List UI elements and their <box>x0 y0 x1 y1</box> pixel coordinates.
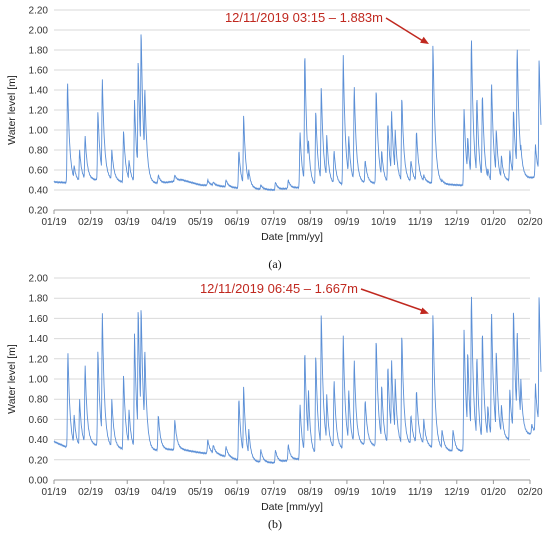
chart-a-x-tick-label: 03/19 <box>115 217 140 228</box>
chart-a-x-tick-label: 04/19 <box>151 217 176 228</box>
chart-a-y-tick-label: 2.00 <box>29 26 49 37</box>
chart-a-y-tick-label: 1.00 <box>29 126 49 137</box>
chart-b-annotation-arrowhead <box>419 307 429 315</box>
chart-a-x-tick-label: 02/20 <box>517 217 542 228</box>
chart-b-x-tick-label: 01/20 <box>481 487 506 498</box>
chart-a-water-level-series <box>53 34 542 192</box>
chart-b-annotation-arrow <box>360 288 424 312</box>
chart-a-y-tick-label: 0.40 <box>29 186 49 197</box>
chart-a-x-tick-label: 10/19 <box>371 217 396 228</box>
chart-a-y-tick-label: 1.60 <box>29 66 49 77</box>
chart-a-x-tick-label: 08/19 <box>298 217 323 228</box>
chart-b-y-tick-label: 0.40 <box>29 435 49 446</box>
chart-b-y-tick-label: 0.00 <box>29 476 49 487</box>
chart-b-y-tick-label: 0.80 <box>29 395 49 406</box>
chart-b-x-tick-label: 12/19 <box>444 487 469 498</box>
chart-a-x-tick-label: 01/19 <box>41 217 66 228</box>
chart-a-y-tick-label: 1.40 <box>29 86 49 97</box>
chart-a-annotation-label: 12/11/2019 03:15 – 1.883m <box>225 10 383 25</box>
chart-b-x-tick-label: 06/19 <box>225 487 250 498</box>
chart-a-annotation-arrowhead <box>420 36 429 44</box>
chart-a-x-tick-label: 01/20 <box>481 217 506 228</box>
caption-a: (a) <box>268 257 282 271</box>
chart-b-y-tick-label: 1.60 <box>29 314 49 325</box>
chart-a-y-tick-label: 1.80 <box>29 46 49 57</box>
chart-b-y-tick-label: 1.20 <box>29 354 49 365</box>
chart-b-x-tick-label: 03/19 <box>115 487 140 498</box>
chart-b-annotation-label: 12/11/2019 06:45 – 1.667m <box>200 281 358 296</box>
chart-a-y-axis-title: Water level [m] <box>6 75 18 145</box>
chart-a-x-tick-label: 02/19 <box>78 217 103 228</box>
chart-b-y-tick-label: 1.00 <box>29 375 49 386</box>
chart-b-y-tick-label: 1.40 <box>29 334 49 345</box>
chart-a-y-tick-label: 2.20 <box>29 6 49 17</box>
chart-b-x-tick-label: 10/19 <box>371 487 396 498</box>
chart-b-x-tick-label: 02/19 <box>78 487 103 498</box>
water-level-chart-b: 0.00 0.20 0.40 0.60 0.80 1.00 1.20 1.40 1.60 1.80… <box>6 274 543 514</box>
chart-b-y-tick-label: 0.20 <box>29 455 49 466</box>
chart-a-x-tick-label: 11/19 <box>408 217 433 228</box>
chart-a-x-tick-label: 09/19 <box>334 217 359 228</box>
chart-a-x-tick-label: 12/19 <box>444 217 469 228</box>
chart-b-water-level-series <box>53 296 542 465</box>
chart-b-y-tick-label: 0.60 <box>29 415 49 426</box>
chart-a-y-tick-label: 0.80 <box>29 146 49 157</box>
chart-a-y-tick-label: 0.20 <box>29 206 49 217</box>
chart-b-y-tick-label: 2.00 <box>29 274 49 285</box>
water-level-chart-a: 0.20 0.40 0.60 0.80 1.00 1.20 1.40 1.60 1.80 2.00… <box>6 6 543 244</box>
chart-a-y-tick-label: 0.60 <box>29 166 49 177</box>
chart-b-x-axis-title: Date [mm/yy] <box>261 501 323 513</box>
chart-b-x-tick-label: 09/19 <box>334 487 359 498</box>
chart-a-annotation-arrow <box>385 17 424 42</box>
chart-a-x-axis-title: Date [mm/yy] <box>261 231 323 243</box>
chart-b-x-tick-label: 04/19 <box>151 487 176 498</box>
chart-b-x-tick-label: 05/19 <box>188 487 213 498</box>
chart-a-x-tick-label: 05/19 <box>188 217 213 228</box>
caption-b: (b) <box>268 517 282 531</box>
chart-a-x-tick-label: 07/19 <box>261 217 286 228</box>
chart-b-x-tick-label: 07/19 <box>261 487 286 498</box>
chart-b-x-tick-label: 01/19 <box>41 487 66 498</box>
chart-b-y-axis-title: Water level [m] <box>6 344 18 414</box>
chart-b-x-tick-label: 11/19 <box>408 487 433 498</box>
chart-b-x-tick-label: 08/19 <box>298 487 323 498</box>
chart-a-x-tick-label: 06/19 <box>225 217 250 228</box>
chart-a-y-tick-label: 1.20 <box>29 106 49 117</box>
chart-b-y-tick-label: 1.80 <box>29 294 49 305</box>
chart-b-x-tick-label: 02/20 <box>517 487 542 498</box>
